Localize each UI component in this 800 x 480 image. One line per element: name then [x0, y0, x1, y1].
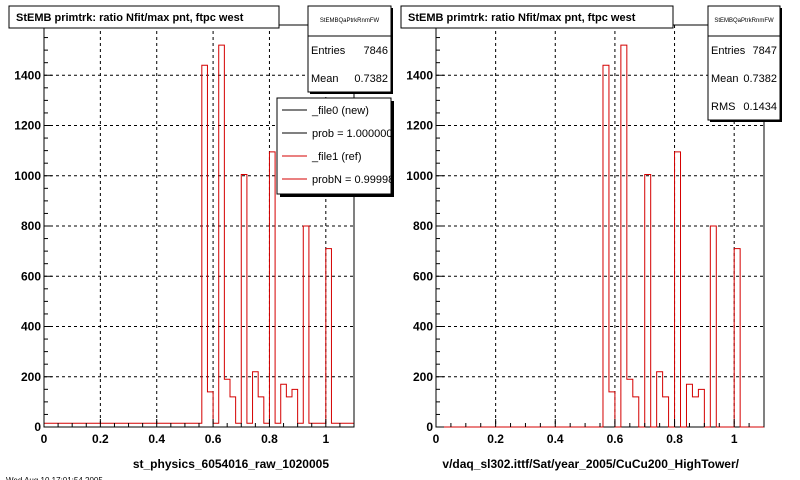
x-tick-label: 0 — [433, 432, 440, 446]
legend: _file0 (new) prob = 1.000000 _file1 (ref) p… — [282, 105, 400, 186]
y-tick-label: 0 — [426, 420, 433, 434]
stats-label: Entries — [711, 45, 746, 57]
y-tick-label: 600 — [413, 269, 433, 283]
y-tick-label: 200 — [21, 370, 41, 384]
x-tick-label: 1 — [731, 432, 738, 446]
y-tick-label: 1400 — [406, 68, 433, 82]
chart-title: StEMB primtrk: ratio Nfit/max pnt, ftpc … — [16, 12, 244, 24]
y-tick-label: 1000 — [406, 169, 433, 183]
timestamp-footer: Wed Aug 10 17:01:54 2005 — [6, 476, 103, 480]
legend-box — [276, 97, 392, 195]
y-tick-label: 800 — [21, 219, 41, 233]
stats-box — [707, 5, 781, 121]
y-tick-label: 200 — [413, 370, 433, 384]
x-tick-label: 0.6 — [607, 432, 624, 446]
stats-box — [307, 5, 392, 93]
histogram-series — [44, 44, 354, 424]
y-tick-label: 1400 — [14, 68, 41, 82]
stats-label: Entries — [311, 45, 346, 57]
y-tick-label: 400 — [21, 320, 41, 334]
stats-value: 7847 — [753, 45, 777, 57]
x-tick-label: 0.6 — [205, 432, 222, 446]
y-tick-label: 1200 — [406, 119, 433, 133]
stats-value: 0.7382 — [743, 73, 777, 85]
x-tick-label: 0.4 — [547, 432, 564, 446]
x-tick-label: 0.2 — [487, 432, 504, 446]
stats-name: StEMBQaPtrkRnmFW — [320, 18, 380, 24]
legend-entry-label: _file0 (new) — [311, 105, 369, 117]
y-tick-label: 1200 — [14, 119, 41, 133]
x-axis-label: v/daq_sl302.ittf/Sat/year_2005/CuCu200_H… — [442, 457, 739, 471]
stats-label: Mean — [711, 73, 739, 85]
stats-label: Mean — [311, 73, 339, 85]
y-tick-label: 600 — [21, 269, 41, 283]
x-tick-label: 1 — [322, 432, 329, 446]
x-tick-label: 0.4 — [148, 432, 165, 446]
stats-name: StEMBQaPtrkRnmFW — [714, 18, 774, 24]
title-box — [400, 5, 674, 29]
stats-label: RMS — [711, 101, 735, 113]
title-box — [8, 5, 280, 29]
histogram-series — [436, 44, 764, 428]
x-axis-label: st_physics_6054016_raw_1020005 — [133, 457, 329, 471]
legend-entry-label: probN = 0.999980 — [312, 174, 400, 186]
x-tick-label: 0 — [41, 432, 48, 446]
y-tick-label: 400 — [413, 320, 433, 334]
y-tick-label: 0 — [34, 420, 41, 434]
x-tick-label: 0.8 — [261, 432, 278, 446]
histogram-pad-1: 0 0.2 0.4 0.6 0.8 1 0 200 400 600 800 1000 1200 1400 s… — [8, 5, 400, 471]
y-tick-label: 1000 — [14, 169, 41, 183]
stats-value: 7846 — [364, 45, 388, 57]
x-tick-label: 0.8 — [666, 432, 683, 446]
stats-value: 0.1434 — [743, 101, 777, 113]
stats-value: 0.7382 — [354, 73, 388, 85]
legend-entry-label: prob = 1.000000 — [312, 128, 392, 140]
y-tick-label: 800 — [413, 219, 433, 233]
legend-entry-label: _file1 (ref) — [311, 151, 362, 163]
x-tick-label: 0.2 — [92, 432, 109, 446]
chart-title: StEMB primtrk: ratio Nfit/max pnt, ftpc … — [408, 12, 636, 24]
histogram-pad-2: 0 0.2 0.4 0.6 0.8 1 0 200 400 600 800 1000 1200 1400 v… — [400, 5, 782, 471]
